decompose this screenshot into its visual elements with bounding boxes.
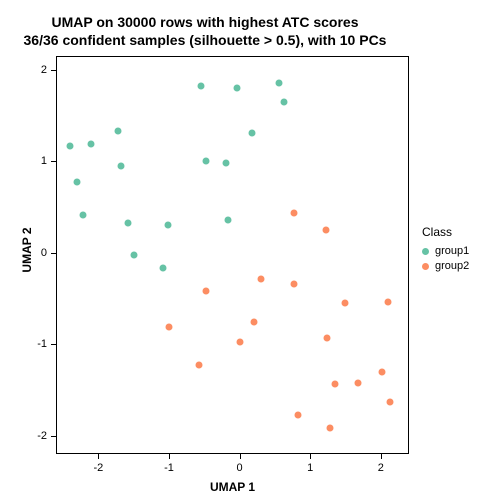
scatter-point-group1	[224, 216, 231, 223]
y-tick-label: 1	[31, 155, 47, 167]
scatter-point-group1	[125, 220, 132, 227]
legend-item-label: group2	[435, 260, 469, 272]
scatter-point-group1	[160, 265, 167, 272]
x-tick	[381, 454, 382, 459]
legend-swatch-icon	[422, 248, 429, 255]
scatter-point-group2	[342, 300, 349, 307]
scatter-point-group2	[290, 210, 297, 217]
x-tick-label: -2	[93, 462, 103, 474]
x-tick	[98, 454, 99, 459]
scatter-point-group1	[117, 162, 124, 169]
scatter-point-group2	[324, 334, 331, 341]
scatter-point-group2	[236, 339, 243, 346]
x-tick	[310, 454, 311, 459]
y-tick	[51, 436, 56, 437]
scatter-point-group2	[203, 288, 210, 295]
scatter-point-group1	[248, 129, 255, 136]
legend-item-group1: group1	[422, 245, 469, 257]
y-tick	[51, 161, 56, 162]
scatter-point-group1	[197, 83, 204, 90]
chart-title-line2: 36/36 confident samples (silhouette > 0.…	[0, 32, 410, 50]
scatter-point-group2	[322, 226, 329, 233]
scatter-point-group1	[281, 98, 288, 105]
scatter-point-group2	[250, 319, 257, 326]
y-tick-label: -2	[31, 430, 47, 442]
y-tick	[51, 70, 56, 71]
x-tick	[240, 454, 241, 459]
legend-item-label: group1	[435, 245, 469, 257]
scatter-point-group1	[276, 79, 283, 86]
legend-title: Class	[422, 225, 469, 239]
scatter-point-group2	[386, 398, 393, 405]
scatter-point-group1	[164, 222, 171, 229]
scatter-point-group1	[115, 128, 122, 135]
scatter-point-group2	[290, 280, 297, 287]
y-tick-label: -1	[31, 338, 47, 350]
y-tick	[51, 344, 56, 345]
x-axis-label: UMAP 1	[56, 480, 409, 494]
scatter-point-group1	[79, 212, 86, 219]
x-tick-label: 2	[378, 462, 384, 474]
scatter-point-group2	[379, 368, 386, 375]
plot-panel	[56, 56, 409, 454]
scatter-point-group1	[74, 179, 81, 186]
scatter-point-group2	[384, 299, 391, 306]
scatter-point-group2	[195, 362, 202, 369]
scatter-point-group2	[331, 381, 338, 388]
scatter-point-group1	[130, 251, 137, 258]
y-axis-label: UMAP 2	[20, 220, 34, 280]
scatter-point-group2	[295, 411, 302, 418]
scatter-point-group2	[257, 276, 264, 283]
legend-swatch-icon	[422, 263, 429, 270]
scatter-point-group2	[165, 323, 172, 330]
scatter-point-group1	[67, 142, 74, 149]
legend: Class group1 group2	[422, 225, 469, 275]
legend-item-group2: group2	[422, 260, 469, 272]
x-tick-label: 1	[307, 462, 313, 474]
scatter-point-group1	[234, 85, 241, 92]
y-tick-label: 2	[31, 64, 47, 76]
scatter-point-group2	[326, 425, 333, 432]
scatter-point-group1	[223, 160, 230, 167]
x-tick-label: -1	[164, 462, 174, 474]
umap-scatter-chart: UMAP on 30000 rows with highest ATC scor…	[0, 0, 504, 504]
x-tick-label: 0	[236, 462, 242, 474]
chart-title-line1: UMAP on 30000 rows with highest ATC scor…	[0, 14, 410, 32]
y-tick	[51, 253, 56, 254]
scatter-point-group1	[88, 140, 95, 147]
scatter-point-group1	[202, 158, 209, 165]
x-tick	[169, 454, 170, 459]
scatter-point-group2	[355, 379, 362, 386]
